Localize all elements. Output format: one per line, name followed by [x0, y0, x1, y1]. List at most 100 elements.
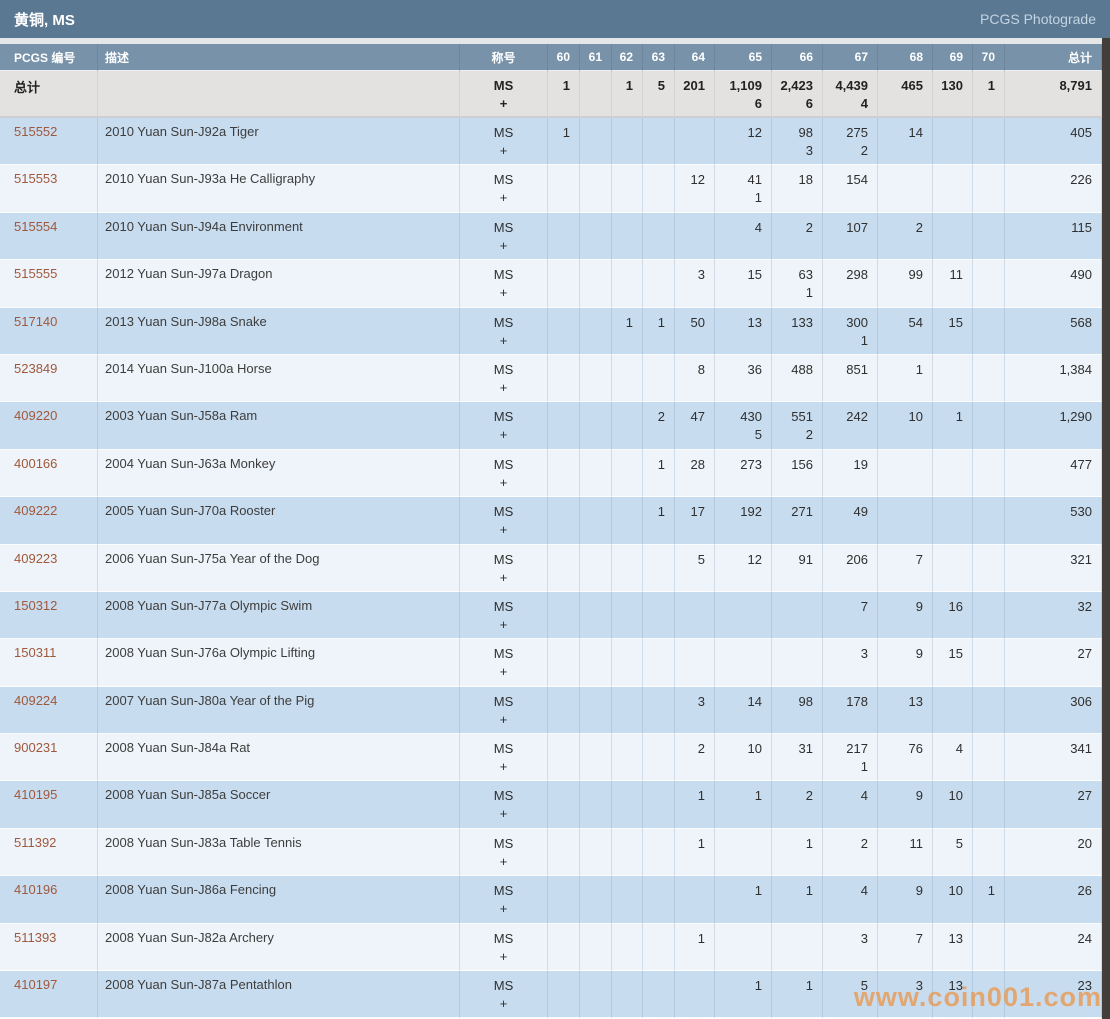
cell-line-plus	[973, 284, 995, 301]
cell-line-plus	[675, 426, 705, 443]
cell-line-plus	[643, 758, 665, 775]
cell-line-plus	[933, 379, 963, 396]
cell-line-ms	[612, 124, 633, 141]
pcgs-number-cell: 409222	[0, 497, 98, 545]
grade-60-cell	[548, 686, 580, 735]
cell-line-ms	[878, 503, 923, 520]
grade-62-cell	[612, 260, 643, 308]
cell-line-ms: 4	[754, 219, 762, 235]
cell-line-ms: 10	[908, 409, 923, 425]
cell-line-ms	[612, 645, 633, 662]
cell-line-ms: 1	[754, 883, 762, 899]
grade-designation: MS +	[460, 971, 548, 1019]
pcgs-number-link[interactable]: 511392	[14, 834, 57, 850]
pcgs-number-link[interactable]: 410195	[14, 787, 58, 803]
photograde-link[interactable]: PCGS Photograde	[980, 11, 1096, 27]
table-row: 409223 2006 Yuan Sun-J75a Year of the Dog…	[0, 544, 1102, 592]
cell-line-ms	[612, 930, 633, 947]
cell-line-plus: 5	[754, 427, 762, 443]
pcgs-number-link[interactable]: 150312	[14, 597, 58, 613]
total-cell: 24	[1005, 923, 1102, 972]
cell-line-ms	[548, 266, 570, 283]
cell-line-ms: 10	[948, 788, 963, 804]
grade-63-cell	[643, 734, 675, 782]
pcgs-number-link[interactable]: 515553	[14, 171, 58, 187]
cell-line-ms	[548, 740, 570, 757]
table-row: 900231 2008 Yuan Sun-J84a Rat MS + 2 10 31 …	[0, 734, 1102, 782]
grade-68-cell: 2	[878, 212, 933, 261]
grade-designation: MS +	[460, 212, 548, 261]
cell-line-ms: 9	[915, 788, 923, 804]
pcgs-number-link[interactable]: 515554	[14, 218, 58, 234]
cell-line-ms: 15	[747, 267, 762, 283]
cell-line-plus	[878, 805, 923, 822]
cell-line-plus	[643, 805, 665, 822]
grade-61-cell	[580, 497, 612, 545]
pcgs-number-link[interactable]: 409224	[14, 692, 58, 708]
cell-line-plus	[675, 663, 705, 680]
cell-line-plus	[933, 758, 963, 775]
grade-60-cell	[548, 876, 580, 924]
grade-60-cell	[548, 307, 580, 355]
grade-67-cell: 851	[823, 354, 878, 403]
pcgs-number-link[interactable]: 515555	[14, 266, 58, 282]
grade-63-cell	[643, 781, 675, 829]
cell-line-ms: 12	[747, 551, 762, 567]
total-cell: 226	[1005, 165, 1102, 213]
grade-68-cell: 1	[878, 354, 933, 403]
cell-line-ms: 430	[740, 409, 762, 425]
pcgs-number-link[interactable]: 410196	[14, 882, 58, 898]
cell-line-plus	[772, 569, 813, 586]
pcgs-number-link[interactable]: 410197	[14, 977, 58, 993]
cell-line-plus	[878, 142, 923, 159]
cell-line-plus	[580, 711, 602, 728]
pcgs-number-link[interactable]: 523849	[14, 360, 58, 376]
cell-line-plus	[933, 711, 963, 728]
pcgs-number-link[interactable]: 511393	[14, 929, 57, 945]
cell-line-ms: 13	[908, 693, 923, 709]
cell-line-ms	[675, 124, 705, 141]
cell-line-ms: 1	[697, 835, 705, 851]
grade-68-cell: 10	[878, 402, 933, 450]
grade-70-cell	[973, 165, 1005, 213]
pcgs-number-link[interactable]: 409220	[14, 408, 58, 424]
grade-60-cell: 1	[548, 118, 580, 166]
cell-line-ms: MS	[493, 788, 514, 804]
pcgs-number-link[interactable]: 900231	[14, 740, 58, 756]
grade-70-cell	[973, 923, 1005, 972]
cell-line-ms	[973, 977, 995, 994]
pcgs-number-link[interactable]: 515552	[14, 124, 58, 139]
cell-line-plus	[548, 332, 570, 349]
cell-line-plus	[878, 853, 923, 870]
pcgs-number-cell: 409220	[0, 402, 98, 450]
grade-66-cell	[772, 923, 823, 972]
grade-62-cell	[612, 781, 643, 829]
grade-61-cell	[580, 734, 612, 782]
grade-designation: MS +	[460, 71, 548, 118]
cell-line-ms	[580, 219, 602, 236]
pcgs-number-link[interactable]: 150311	[14, 645, 57, 661]
coin-description: 2008 Yuan Sun-J77a Olympic Swim	[98, 591, 460, 640]
grade-62-cell	[612, 591, 643, 640]
cell-line-ms	[973, 503, 995, 520]
cell-line-plus	[548, 948, 570, 965]
cell-line-plus	[715, 474, 762, 491]
cell-line-plus	[675, 379, 705, 396]
grade-69-cell: 16	[933, 591, 973, 640]
cell-line-plus	[548, 237, 570, 254]
cell-line-plus	[580, 616, 602, 633]
pcgs-number-link[interactable]: 517140	[14, 313, 58, 329]
cell-line-ms	[580, 124, 602, 141]
pcgs-number-link[interactable]: 409223	[14, 550, 58, 566]
pcgs-number-link[interactable]: 400166	[14, 455, 58, 471]
grade-66-cell: 98	[772, 686, 823, 735]
cell-line-ms	[675, 598, 705, 615]
cell-line-plus	[715, 711, 762, 728]
cell-line-plus	[772, 853, 813, 870]
cell-line-plus	[973, 663, 995, 680]
pcgs-number-link[interactable]: 409222	[14, 503, 58, 519]
grade-65-cell: 1	[715, 781, 772, 829]
cell-line-ms	[643, 266, 665, 283]
cell-line-plus	[715, 853, 762, 870]
